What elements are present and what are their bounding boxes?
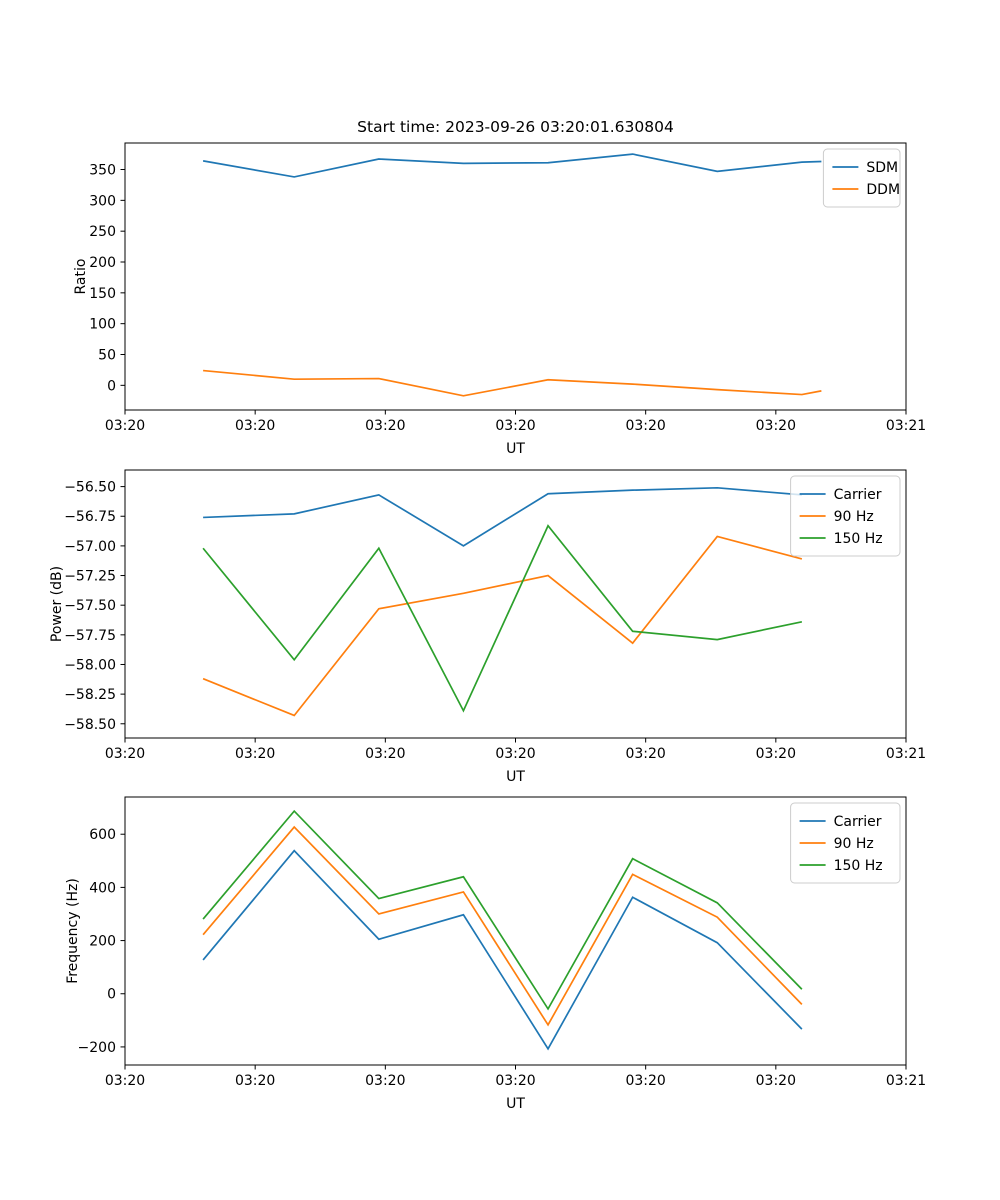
y-tick-label: −57.50 — [64, 598, 116, 614]
y-tick-label: −56.75 — [64, 509, 116, 525]
series-line-90-hz — [202, 535, 803, 717]
x-tick-label: 03:20 — [365, 746, 405, 762]
x-tick-label: 03:20 — [625, 1073, 665, 1089]
y-tick-label: −57.75 — [64, 628, 116, 644]
y-tick-label: 150 — [89, 286, 116, 302]
data-area-ratio — [202, 153, 822, 397]
axes-frame-power — [124, 469, 907, 739]
y-axis-label-frequency: Frequency (Hz) — [65, 878, 81, 984]
x-tick-label: 03:20 — [235, 746, 275, 762]
legend-label-90-hz: 90 Hz — [834, 509, 874, 525]
x-tick-label: 03:20 — [756, 1073, 796, 1089]
series-line-90-hz — [202, 825, 803, 1027]
legend-label-carrier: Carrier — [834, 487, 882, 503]
x-tick-label: 03:20 — [756, 418, 796, 434]
x-axis-label-power: UT — [506, 769, 525, 785]
y-tick-label: 200 — [89, 255, 116, 271]
x-tick-label: 03:20 — [625, 418, 665, 434]
series-line-150-hz — [202, 524, 803, 713]
x-tick-label: 03:21 — [886, 1073, 926, 1089]
y-tick-label: −58.00 — [64, 657, 116, 673]
x-tick-label: 03:20 — [105, 1073, 145, 1089]
subplot-frequency: 03:20 03:20 03:20 03:20 03:20 03:20 03:21 −200 0… — [65, 796, 926, 1112]
x-tick-label: 03:20 — [756, 746, 796, 762]
legend-label-90-hz: 90 Hz — [834, 836, 874, 852]
x-tick-label: 03:20 — [235, 1073, 275, 1089]
legend-ratio[interactable]: SDM DDM — [822, 148, 901, 208]
y-tick-label: −200 — [78, 1040, 116, 1056]
axes-frame-ratio — [124, 142, 907, 411]
legend-background — [790, 475, 901, 557]
x-tick-label: 03:20 — [365, 1073, 405, 1089]
subplot-ratio: 03:20 03:20 03:20 03:20 03:20 03:20 03:21 0 50 10… — [73, 142, 926, 457]
series-line-carrier — [203, 486, 802, 547]
x-tick-label: 03:20 — [365, 418, 405, 434]
legend-label-150-hz: 150 Hz — [834, 858, 883, 874]
y-tick-label: −58.25 — [64, 687, 116, 703]
x-tick-label: 03:20 — [105, 418, 145, 434]
legend-background — [822, 148, 901, 208]
y-tick-label: 350 — [89, 163, 116, 179]
axes-frame-frequency — [124, 796, 907, 1066]
y-tick-label: 100 — [89, 317, 116, 333]
y-tick-label: 0 — [107, 378, 116, 394]
legend-label-150-hz: 150 Hz — [834, 531, 883, 547]
x-axis-label-frequency: UT — [506, 1096, 525, 1112]
data-area-frequency — [202, 809, 803, 1051]
y-tick-label: 300 — [89, 193, 116, 209]
y-tick-label: −56.50 — [64, 480, 116, 496]
y-tick-label: 200 — [89, 934, 116, 950]
x-tick-label: 03:20 — [495, 1073, 535, 1089]
legend-power[interactable]: Carrier 90 Hz 150 Hz — [790, 475, 901, 557]
subplot-power: 03:20 03:20 03:20 03:20 03:20 03:20 03:21 −56.5… — [49, 469, 926, 785]
legend-label-ddm: DDM — [866, 182, 900, 198]
x-tick-label: 03:21 — [886, 746, 926, 762]
series-line-sdm — [202, 153, 822, 178]
y-tick-label: −57.00 — [64, 539, 116, 555]
legend-label-sdm: SDM — [866, 160, 898, 176]
legend-label-carrier: Carrier — [834, 814, 882, 830]
x-tick-label: 03:20 — [235, 418, 275, 434]
y-tick-label: −58.50 — [64, 717, 116, 733]
series-line-150-hz — [202, 809, 803, 1011]
x-tick-label: 03:21 — [886, 418, 926, 434]
y-tick-label: 400 — [89, 880, 116, 896]
x-tick-label: 03:20 — [625, 746, 665, 762]
y-tick-label: 0 — [107, 987, 116, 1003]
data-area-power — [202, 486, 803, 717]
legend-background — [790, 802, 901, 884]
y-tick-label: 50 — [98, 348, 116, 364]
x-axis-label-ratio: UT — [506, 441, 525, 457]
series-line-ddm — [203, 369, 822, 397]
x-tick-label: 03:20 — [495, 418, 535, 434]
y-axis-label-power: Power (dB) — [49, 566, 65, 642]
y-axis-label-ratio: Ratio — [73, 259, 89, 295]
y-tick-label: 600 — [89, 827, 116, 843]
figure-title: Start time: 2023-09-26 03:20:01.630804 — [357, 118, 674, 136]
x-tick-label: 03:20 — [105, 746, 145, 762]
series-line-carrier — [202, 849, 803, 1051]
y-tick-label: 250 — [89, 224, 116, 240]
legend-frequency[interactable]: Carrier 90 Hz 150 Hz — [790, 802, 901, 884]
x-tick-label: 03:20 — [495, 746, 535, 762]
y-tick-label: −57.25 — [64, 569, 116, 585]
